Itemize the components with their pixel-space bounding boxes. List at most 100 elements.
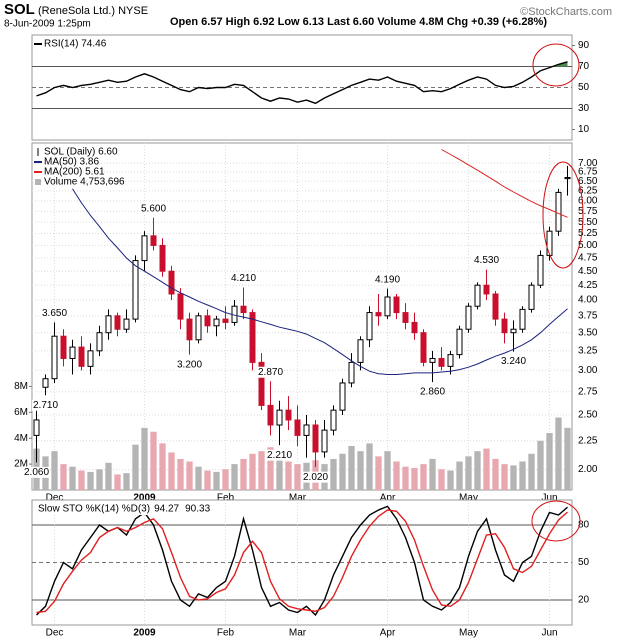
price-label-bg bbox=[22, 466, 51, 478]
candle-body bbox=[222, 318, 229, 323]
x-tick-label: 2009 bbox=[133, 493, 156, 504]
volume-bar bbox=[168, 452, 175, 490]
legend-entry: MA(200) 5.61 bbox=[44, 167, 105, 178]
candle-body bbox=[87, 350, 94, 367]
price-label: 2.710 bbox=[33, 400, 58, 411]
volume-bar bbox=[177, 458, 184, 490]
volume-bar bbox=[69, 466, 76, 490]
y2-tick-label: 6M bbox=[14, 407, 28, 418]
y-tick-label: 80 bbox=[578, 520, 590, 531]
panels: 10 30 50 70 90 RSI(14) 74.46 2.00 2.25 2.50 2.75 3… bbox=[14, 34, 598, 639]
y-tick-label: 6.75 bbox=[578, 167, 598, 178]
quote: Open 6.57 High 6.92 Low 6.13 Last 6.60 V… bbox=[170, 16, 547, 28]
candle-body bbox=[240, 305, 247, 314]
price-label: 3.240 bbox=[501, 356, 526, 367]
volume-bar bbox=[222, 469, 229, 490]
y-tick-label: 5.25 bbox=[578, 228, 598, 239]
volume-bar bbox=[114, 474, 121, 490]
x-tick-label: Feb bbox=[217, 493, 235, 504]
price-label-bg bbox=[265, 449, 294, 461]
candle-body bbox=[492, 293, 499, 320]
candle-body bbox=[501, 318, 508, 334]
y-tick-label: 70 bbox=[578, 61, 590, 72]
legend-entry: RSI(14) 74.46 bbox=[44, 39, 107, 50]
y-tick-label: 2.25 bbox=[578, 435, 598, 446]
volume-bar bbox=[555, 417, 562, 490]
candle-body bbox=[294, 419, 301, 436]
candle-body bbox=[123, 318, 130, 330]
y-tick-label: 6.25 bbox=[578, 185, 598, 196]
candle-body bbox=[96, 332, 103, 352]
candle-body bbox=[321, 429, 328, 453]
y-tick-label: 2.50 bbox=[578, 410, 598, 421]
candle-body bbox=[132, 260, 139, 320]
candle-body bbox=[528, 284, 535, 310]
x-tick-label: Dec bbox=[46, 493, 64, 504]
volume-bar bbox=[195, 466, 202, 490]
volume-bar bbox=[78, 470, 85, 490]
y2-tick-label: 4M bbox=[14, 433, 28, 444]
candle-body bbox=[78, 346, 85, 367]
volume-bar bbox=[510, 465, 517, 490]
candle-body bbox=[276, 409, 283, 426]
candle-body bbox=[429, 357, 436, 363]
candle-body bbox=[555, 191, 562, 232]
y-tick-label: 20 bbox=[578, 595, 590, 606]
candle-body bbox=[393, 296, 400, 314]
series-line bbox=[36, 61, 568, 105]
y-tick-label: 3.00 bbox=[578, 365, 598, 376]
volume-bar bbox=[420, 464, 427, 490]
candle-body bbox=[537, 254, 544, 286]
candle-body bbox=[177, 293, 184, 320]
candle-body bbox=[411, 321, 418, 334]
x-tick-label: Apr bbox=[380, 628, 396, 639]
panel: 10 30 50 70 90 RSI(14) 74.46 bbox=[31, 34, 590, 141]
series-line bbox=[441, 149, 568, 218]
volume-bar bbox=[546, 433, 553, 490]
highlight-circle bbox=[532, 43, 580, 87]
price-label-bg bbox=[139, 203, 168, 215]
x-tick-label: 2009 bbox=[133, 628, 156, 639]
panel: 2.00 2.25 2.50 2.75 3.00 3.25 3.50 3.75 4.00 4.25… bbox=[14, 142, 598, 504]
x-tick-label: Jun bbox=[541, 493, 557, 504]
y-tick-label: 6.00 bbox=[578, 195, 598, 206]
volume-bar bbox=[240, 458, 247, 490]
x-tick-label: Mar bbox=[289, 628, 307, 639]
candle-body bbox=[42, 378, 49, 388]
y-tick-label: 50 bbox=[578, 557, 590, 568]
volume-bar bbox=[294, 464, 301, 490]
candle-body bbox=[438, 357, 445, 367]
candle-body bbox=[51, 335, 58, 380]
candle-body bbox=[312, 424, 319, 453]
legend-entry: Volume 4,753,696 bbox=[44, 177, 125, 188]
volume-bar bbox=[339, 453, 346, 490]
volume-bar bbox=[213, 471, 220, 490]
candle-body bbox=[141, 235, 148, 262]
price-label-bg bbox=[229, 273, 258, 285]
volume-bar bbox=[483, 448, 490, 490]
volume-bar bbox=[96, 469, 103, 490]
candle-body bbox=[159, 244, 166, 272]
highlight-circle bbox=[542, 161, 584, 269]
candle-body bbox=[285, 409, 292, 421]
legend-bg bbox=[34, 502, 217, 515]
candle-body bbox=[60, 335, 67, 359]
series-line bbox=[36, 509, 568, 614]
price-label: 2.060 bbox=[24, 467, 49, 478]
x-tick-label: Apr bbox=[380, 493, 396, 504]
y-tick-label: 5.50 bbox=[578, 217, 598, 228]
y-tick-label: 2.00 bbox=[578, 464, 598, 475]
volume-bar bbox=[366, 443, 373, 490]
y-tick-label: 3.50 bbox=[578, 327, 598, 338]
x-tick-label: Dec bbox=[46, 628, 64, 639]
volume-bar bbox=[519, 461, 526, 490]
y-tick-label: 6.50 bbox=[578, 176, 598, 187]
candle-body bbox=[186, 318, 193, 341]
volume-bar bbox=[141, 427, 148, 490]
legend-swatch bbox=[35, 179, 41, 185]
series-line bbox=[72, 188, 568, 375]
volume-bar bbox=[492, 458, 499, 490]
volume-bar bbox=[447, 470, 454, 490]
